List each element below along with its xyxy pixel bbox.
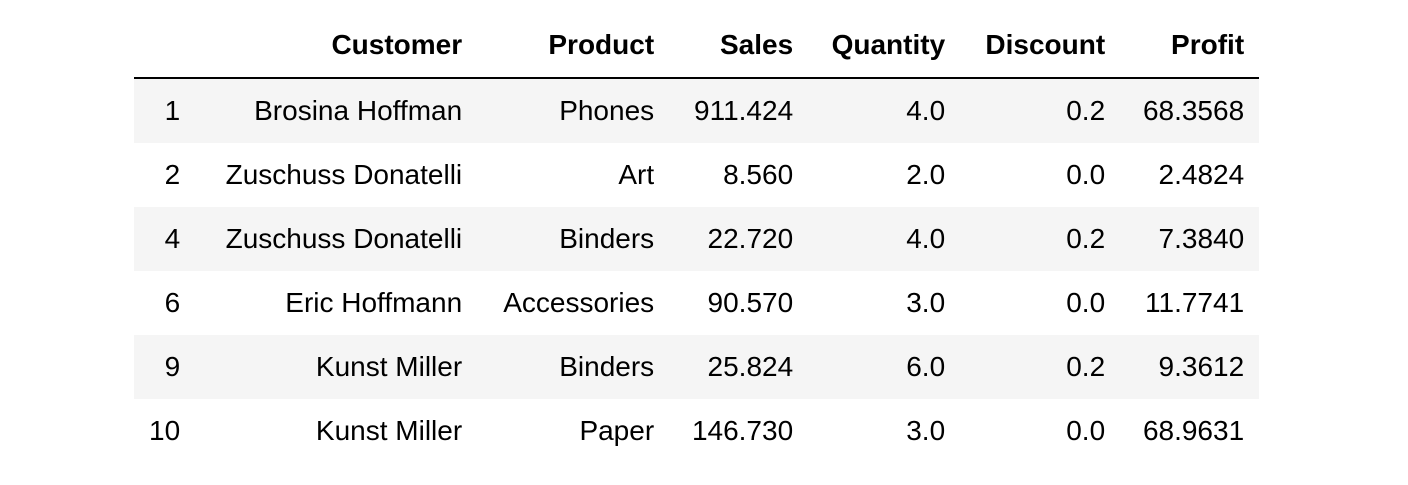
cell-sales: 911.424: [694, 95, 794, 126]
cell-customer: Zuschuss Donatelli: [225, 159, 463, 190]
table-row: 1 Brosina Hoffman Phones 911.424 4.0 0.2…: [134, 78, 1260, 143]
row-index: 1: [164, 95, 181, 126]
cell-product: Phones: [559, 95, 655, 126]
cell-customer: Kunst Miller: [315, 351, 463, 382]
cell-quantity: 6.0: [906, 351, 946, 382]
column-header-customer: Customer: [195, 13, 478, 79]
cell-product: Binders: [559, 223, 655, 254]
cell-profit: 7.3840: [1158, 223, 1245, 254]
cell-quantity: 2.0: [906, 159, 946, 190]
index-header: [134, 13, 196, 79]
table-header: Customer Product Sales Quantity Discount…: [134, 13, 1260, 79]
dataframe-table: Customer Product Sales Quantity Discount…: [134, 13, 1260, 463]
cell-profit: 68.9631: [1142, 415, 1245, 446]
row-index: 2: [164, 159, 181, 190]
cell-profit: 11.7741: [1145, 287, 1245, 318]
column-header-product: Product: [477, 13, 670, 79]
cell-customer: Zuschuss Donatelli: [225, 223, 463, 254]
table-row: 6 Eric Hoffmann Accessories 90.570 3.0 0…: [134, 271, 1260, 335]
cell-sales: 8.560: [723, 159, 794, 190]
cell-discount: 0.2: [1066, 351, 1106, 382]
cell-discount: 0.0: [1066, 415, 1106, 446]
cell-discount: 0.0: [1066, 287, 1106, 318]
table-row: 4 Zuschuss Donatelli Binders 22.720 4.0 …: [134, 207, 1260, 271]
cell-quantity: 3.0: [906, 287, 946, 318]
cell-customer: Kunst Miller: [315, 415, 463, 446]
cell-profit: 2.4824: [1158, 159, 1245, 190]
row-index: 10: [149, 415, 181, 446]
cell-customer: Eric Hoffmann: [285, 287, 463, 318]
cell-product: Art: [618, 159, 655, 190]
header-row: Customer Product Sales Quantity Discount…: [134, 13, 1260, 79]
cell-profit: 9.3612: [1158, 351, 1245, 382]
table-row: 2 Zuschuss Donatelli Art 8.560 2.0 0.0 2…: [134, 143, 1260, 207]
cell-discount: 0.2: [1066, 223, 1106, 254]
table-row: 10 Kunst Miller Paper 146.730 3.0 0.0 68…: [134, 399, 1260, 463]
cell-discount: 0.0: [1066, 159, 1106, 190]
row-index: 4: [164, 223, 181, 254]
cell-profit: 68.3568: [1142, 95, 1245, 126]
cell-sales: 22.720: [707, 223, 794, 254]
cell-quantity: 3.0: [906, 415, 946, 446]
table-body: 1 Brosina Hoffman Phones 911.424 4.0 0.2…: [134, 78, 1260, 463]
column-header-profit: Profit: [1120, 13, 1260, 79]
row-index: 9: [164, 351, 181, 382]
cell-quantity: 4.0: [906, 223, 946, 254]
cell-sales: 146.730: [691, 415, 794, 446]
cell-sales: 90.570: [707, 287, 794, 318]
row-index: 6: [164, 287, 181, 318]
cell-customer: Brosina Hoffman: [254, 95, 463, 126]
cell-product: Paper: [579, 415, 655, 446]
column-header-discount: Discount: [960, 13, 1121, 79]
cell-product: Binders: [559, 351, 655, 382]
cell-discount: 0.2: [1066, 95, 1106, 126]
cell-sales: 25.824: [707, 351, 794, 382]
column-header-sales: Sales: [669, 13, 809, 79]
column-header-quantity: Quantity: [808, 13, 961, 79]
cell-quantity: 4.0: [906, 95, 946, 126]
cell-product: Accessories: [503, 287, 655, 318]
table-row: 9 Kunst Miller Binders 25.824 6.0 0.2 9.…: [134, 335, 1260, 399]
